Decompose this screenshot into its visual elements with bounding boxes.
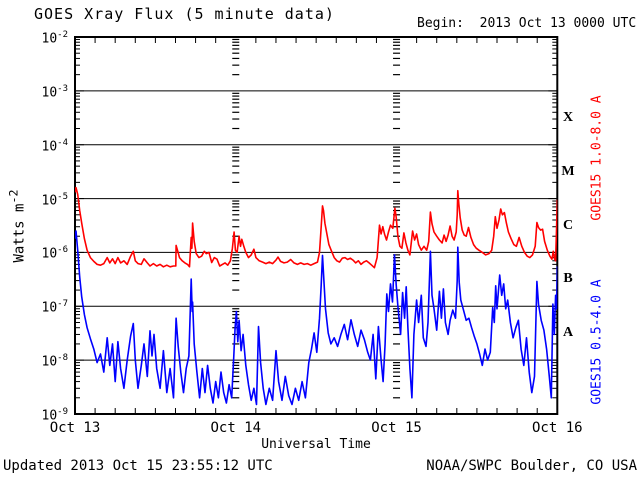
flare-class-C: C xyxy=(562,217,574,233)
x-tick-label: Oct 14 xyxy=(210,420,262,436)
y-tick-label: 10-9 xyxy=(41,407,69,424)
x-tick-label: Oct 16 xyxy=(532,420,583,436)
series-label-long-wavelength: GOES15 1.0-8.0 A xyxy=(589,95,605,221)
source-attribution: NOAA/SWPC Boulder, CO USA xyxy=(426,458,637,474)
y-tick-label: 10-7 xyxy=(41,299,69,316)
begin-timestamp: Begin: 2013 Oct 13 0000 UTC xyxy=(417,16,637,31)
y-tick-label: 10-8 xyxy=(41,353,69,370)
flare-class-B: B xyxy=(563,271,573,287)
y-tick-label: 10-4 xyxy=(41,137,69,155)
x-tick-label: Oct 13 xyxy=(49,420,101,436)
y-tick-label: 10-5 xyxy=(41,191,69,208)
x-axis-title: Universal Time xyxy=(261,437,371,452)
series-label-short-wavelength: GOES15 0.5-4.0 A xyxy=(589,279,605,405)
flare-class-M: M xyxy=(561,163,575,179)
y-tick-label: 10-3 xyxy=(41,83,69,101)
updated-timestamp: Updated 2013 Oct 15 23:55:12 UTC xyxy=(3,458,273,474)
plot-frame xyxy=(74,36,559,415)
short-flux-series-line xyxy=(75,230,558,406)
x-tick-label: Oct 15 xyxy=(371,420,422,436)
y-tick-label: 10-6 xyxy=(41,245,69,262)
flare-class-X: X xyxy=(562,109,574,125)
long-flux-series-line xyxy=(75,186,558,269)
flare-class-A: A xyxy=(562,325,574,341)
page-title: GOES Xray Flux (5 minute data) xyxy=(34,5,335,23)
y-tick-label: 10-2 xyxy=(41,30,69,47)
